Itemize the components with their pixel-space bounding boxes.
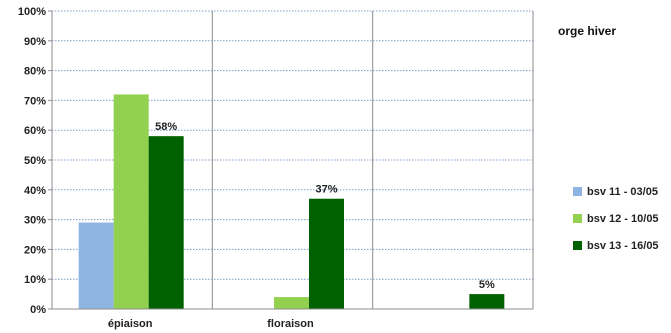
legend-entry: bsv 11 - 03/05 (587, 186, 658, 198)
y-tick-label: 60% (24, 125, 46, 137)
bar (274, 297, 309, 309)
gridlines (52, 10, 533, 280)
x-axis-category-labels: épiaison floraison (108, 318, 314, 330)
y-tick-label: 70% (24, 95, 46, 107)
data-label: 58% (155, 121, 177, 133)
bar (309, 198, 344, 309)
axes (48, 10, 534, 310)
y-tick-label: 40% (24, 185, 46, 197)
bar (113, 94, 149, 309)
data-label: 5% (479, 279, 495, 291)
data-label: 37% (315, 184, 337, 196)
bars (78, 94, 505, 309)
legend-entry: bsv 12 - 10/05 (587, 213, 659, 225)
x-category-label: épiaison (108, 318, 153, 330)
x-category-label: floraison (267, 318, 314, 330)
legend-swatch (573, 187, 582, 196)
legend-swatch (573, 214, 582, 223)
bar (148, 136, 184, 309)
y-tick-label: 30% (24, 215, 46, 227)
y-tick-label: 100% (18, 6, 46, 18)
legend-entry: bsv 13 - 16/05 (587, 240, 659, 252)
y-tick-label: 50% (24, 155, 46, 167)
y-tick-label: 0% (30, 304, 46, 316)
y-axis-tick-labels: 0% 10% 20% 30% 40% 50% 60% 70% 80% 90% 100% (18, 6, 46, 316)
chart-title: orge hiver (558, 24, 616, 38)
bar (469, 294, 505, 309)
y-tick-label: 80% (24, 66, 46, 78)
y-tick-label: 90% (24, 36, 46, 48)
legend-swatch (573, 241, 582, 250)
y-tick-label: 20% (24, 244, 46, 256)
category-separators (211, 11, 374, 309)
bar (78, 222, 114, 309)
y-tick-label: 10% (24, 274, 46, 286)
data-labels: 58% 37% 5% (155, 121, 495, 291)
legend: bsv 11 - 03/05 bsv 12 - 10/05 bsv 13 - 16/… (573, 186, 659, 252)
